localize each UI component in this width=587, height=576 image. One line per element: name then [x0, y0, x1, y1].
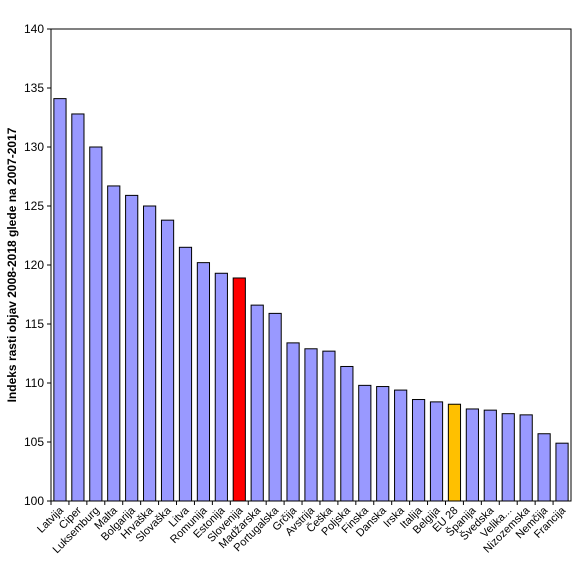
bar-malta	[107, 185, 121, 502]
bar-belgija	[429, 401, 444, 502]
bar-latvija	[53, 98, 67, 502]
bar-eu-28	[447, 403, 462, 502]
y-tick-label: 130	[24, 140, 44, 154]
bar-italija	[411, 399, 426, 502]
bar-nizozemska	[519, 414, 533, 502]
bar-španija	[465, 408, 479, 502]
bar-portugalska	[268, 312, 282, 502]
y-tick-label: 135	[24, 81, 44, 95]
bar-češka	[322, 350, 336, 502]
y-tick-label: 140	[24, 22, 44, 36]
bar-estonija	[214, 272, 228, 502]
bar-francija	[555, 442, 569, 502]
y-tick-label: 120	[24, 258, 44, 272]
bar-irska	[394, 389, 408, 502]
y-tick-label: 110	[25, 376, 44, 390]
y-tick-label: 115	[25, 317, 44, 331]
bar-grčija	[286, 342, 300, 502]
bars	[53, 98, 569, 502]
x-axis-labels: LatvijaCiperLuksemburgMaltaBolgarijaHrva…	[35, 501, 569, 556]
bar-velika-	[501, 413, 515, 502]
bar-slovaška	[160, 219, 175, 502]
y-tick-label: 100	[24, 494, 44, 508]
bar-luksemburg	[89, 146, 103, 502]
bar-bolgarija	[125, 194, 139, 502]
bar-poljska	[340, 365, 354, 502]
bar-danska	[376, 386, 390, 502]
bar-madžarska	[250, 304, 264, 502]
bar-litva	[178, 246, 193, 502]
bar-švedska	[483, 409, 497, 502]
bar-slovenija	[232, 277, 246, 502]
bar-ciper	[71, 113, 85, 502]
y-tick-label: 125	[24, 199, 44, 213]
bar-avstrija	[304, 348, 318, 502]
y-axis: 100 105 110 115 120 125 130 135 140	[24, 22, 51, 508]
bar-romunija	[196, 262, 211, 502]
y-axis-title: Indeks rasti objav 2008-2018 glede na 20…	[5, 127, 19, 402]
y-tick-label: 105	[24, 435, 44, 449]
bar-nemčija	[537, 433, 551, 502]
bar-hrvaška	[143, 205, 157, 502]
bar-finska	[358, 384, 372, 502]
